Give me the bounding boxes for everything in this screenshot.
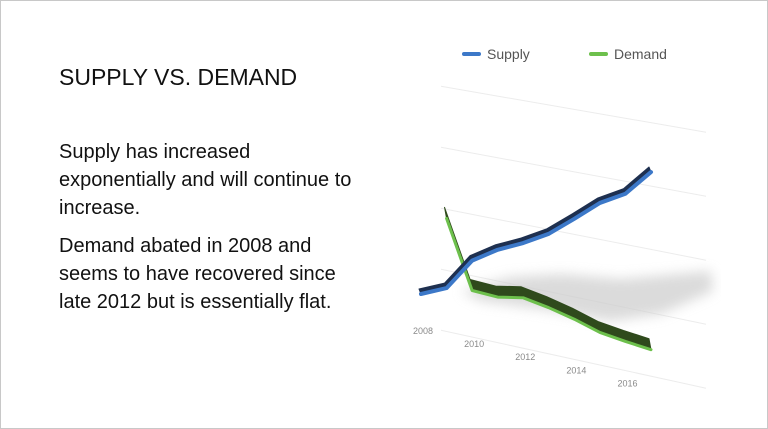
legend-label-supply: Supply [487,46,530,62]
legend-item-supply: Supply [462,46,530,62]
chart-lines-layer [418,166,653,352]
demand-series-line [445,216,653,352]
floor-shadow [461,271,713,321]
x-tick-label: 2012 [515,352,535,362]
x-tick-label: 2016 [617,378,637,388]
chart-x-ticks: 2008 2010 2012 2014 2016 [413,326,637,388]
gridline [440,146,707,197]
legend-label-demand: Demand [614,46,667,62]
gridline [440,85,707,133]
gridline [440,329,707,389]
x-tick-label: 2008 [413,326,433,336]
supply-demand-chart: 2008 2010 2012 2014 2016 Supply Demand [413,46,713,389]
chart-shadow-layer [461,271,713,321]
legend-item-demand: Demand [589,46,667,62]
demand-paragraph: Demand abated in 2008 and seems to have … [59,235,336,313]
chart-gridlines [440,85,707,389]
chart-legend: Supply Demand [462,46,667,62]
supply-ribbon [418,166,652,295]
supply-series-line [419,170,653,296]
supply-paragraph: Supply has increased exponentially and w… [59,141,352,219]
gridline [440,207,707,261]
slide-title: SUPPLY VS. DEMAND [59,64,298,90]
x-tick-label: 2010 [464,339,484,349]
x-tick-label: 2014 [566,365,586,375]
